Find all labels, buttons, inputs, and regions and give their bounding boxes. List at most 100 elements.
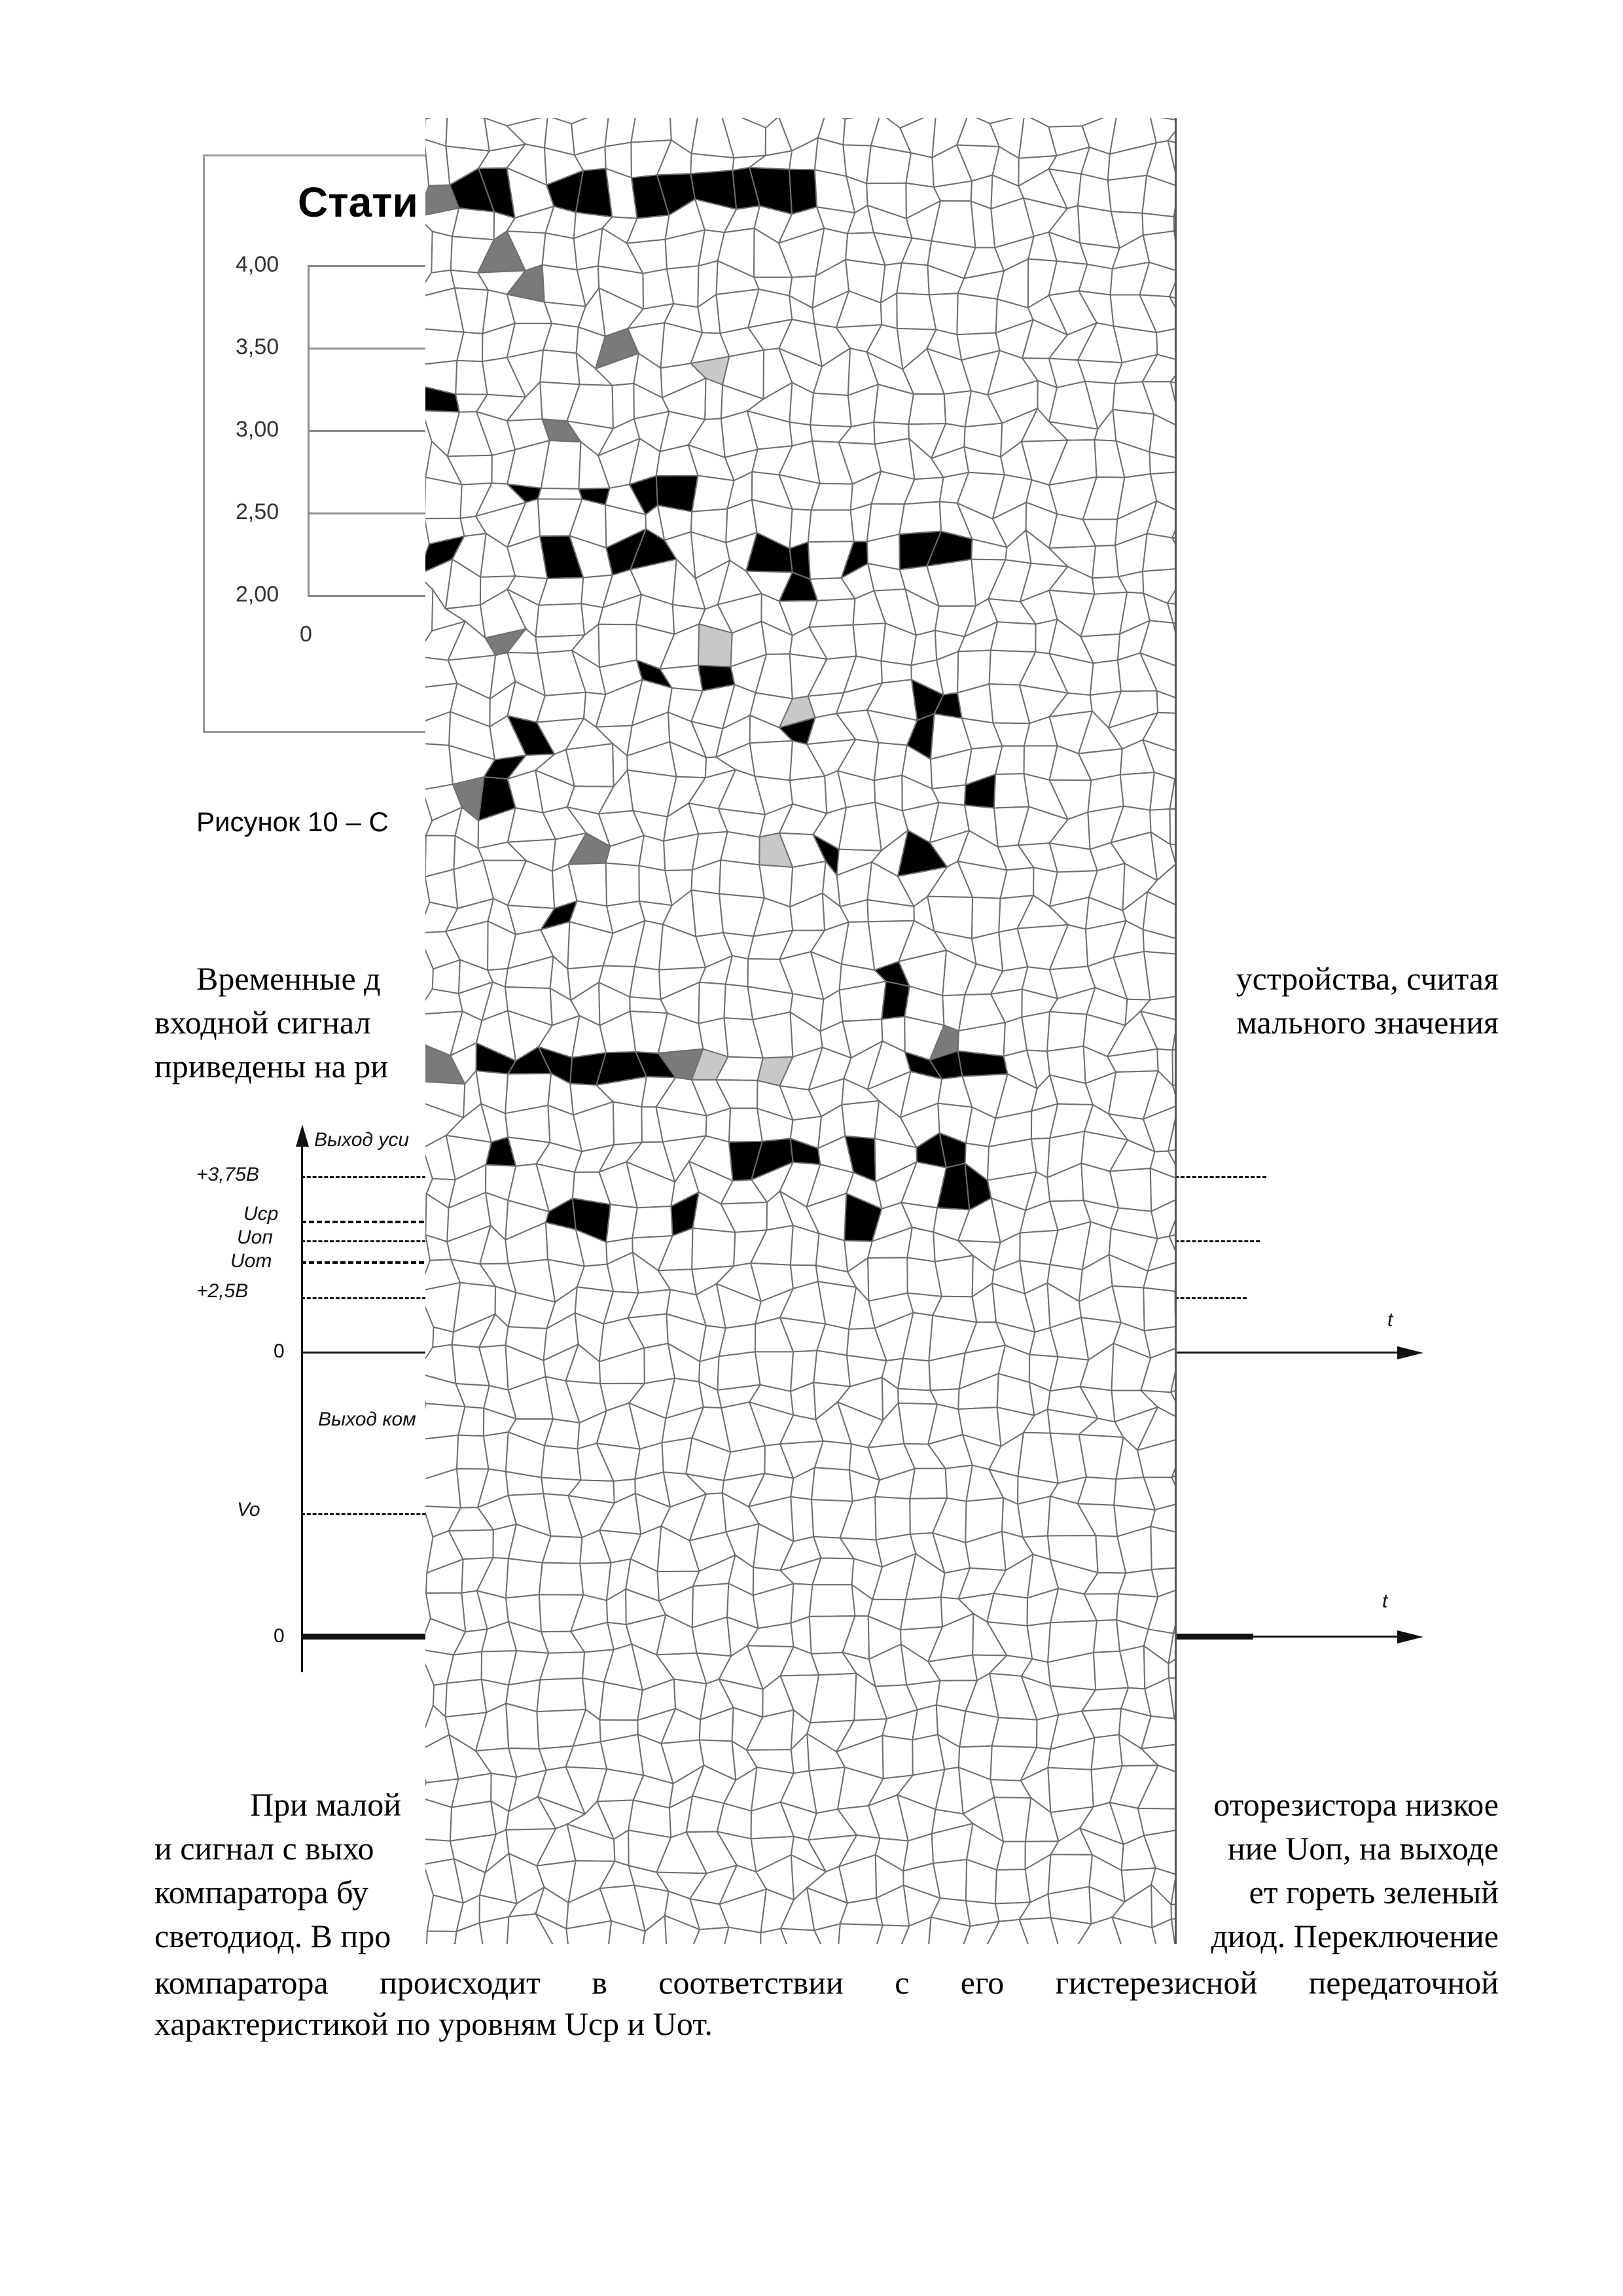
mosaic-cell <box>897 1357 931 1391</box>
mosaic-cell <box>605 862 640 907</box>
mosaic-cell <box>717 1351 761 1391</box>
mosaic-cell <box>986 1918 1029 1944</box>
mosaic-cell <box>1141 533 1175 573</box>
mosaic-cell <box>1150 1567 1175 1598</box>
mosaic-cell <box>928 1916 971 1944</box>
mosaic-cell <box>632 1205 673 1239</box>
comparator-low-signal <box>301 1634 432 1640</box>
mosaic-cell <box>1107 174 1148 214</box>
mosaic-cell <box>1169 778 1175 810</box>
paragraph-2-line-3-end: ет гореть зеленый <box>1249 1874 1499 1910</box>
gridline <box>308 265 425 267</box>
mosaic-cell <box>810 1467 853 1502</box>
paragraph-2-line-2-end: ние Uоп, на выходе <box>1227 1830 1499 1867</box>
mosaic-cell <box>1150 1503 1175 1533</box>
mosaic-cell <box>1141 738 1175 780</box>
mosaic-cell <box>425 476 463 520</box>
mosaic-cell <box>1091 545 1120 579</box>
paragraph-1-line-2-end: мального значения <box>1236 1004 1499 1041</box>
mosaic-cell <box>1149 1167 1175 1213</box>
mosaic-cell <box>1167 139 1175 172</box>
mosaic-cell <box>1140 1715 1175 1749</box>
paragraph-2-line-3: компаратора бу <box>154 1874 368 1910</box>
mosaic-cell <box>813 1923 841 1944</box>
level-label: +2,5В <box>196 1280 249 1302</box>
x-tick-label: 0 <box>300 622 312 647</box>
figure-10-caption: Рисунок 10 – С <box>196 806 389 837</box>
mosaic-cell <box>1171 1049 1175 1086</box>
mosaic-cell <box>1142 230 1175 271</box>
paragraph-2-line-5: компаратора происходит в соответствии с … <box>154 1961 1499 2005</box>
mosaic-cell <box>934 1255 974 1298</box>
vo-label: Vo <box>237 1499 260 1520</box>
paragraph-2-line-6: характеристикой по уровням Uср и Uот. <box>154 2005 713 2042</box>
y-tick-label: 3,50 <box>236 334 279 359</box>
mosaic-cell <box>788 168 818 215</box>
paragraph-2-line-4: светодиод. В про <box>154 1918 391 1954</box>
level-dashed-line <box>1175 1240 1260 1242</box>
mosaic-cell <box>1143 1477 1175 1511</box>
mosaic-cell <box>1172 1624 1175 1635</box>
y-tick-label: 2,00 <box>236 582 279 607</box>
mosaic-cell <box>1077 173 1112 213</box>
level-label: +3,75В <box>196 1164 259 1185</box>
level-label: Uоп <box>237 1227 273 1248</box>
mosaic-cell <box>1169 381 1175 403</box>
mosaic-cell <box>993 773 1030 809</box>
mosaic-cell <box>608 1920 646 1944</box>
mosaic-cell <box>431 230 454 274</box>
mosaic-cell <box>1092 1619 1121 1653</box>
paragraph-1-line-2: входной сигнал <box>154 1004 371 1041</box>
mosaic-cell <box>691 1227 736 1270</box>
mosaic-cell <box>425 988 463 1015</box>
mosaic-cell <box>1139 1744 1175 1772</box>
mosaic-cell <box>813 1350 851 1388</box>
mosaic-cell <box>1139 651 1175 698</box>
vo-dashed-line <box>301 1513 432 1515</box>
level-label: Uот <box>230 1250 272 1272</box>
mosaic-cell <box>790 1496 815 1543</box>
mosaic-cell <box>1168 1219 1175 1238</box>
mosaic-cell <box>1169 375 1175 384</box>
mosaic-cell <box>760 1928 787 1944</box>
mosaic-cell <box>692 1926 730 1944</box>
mosaic-cell <box>1139 996 1175 1020</box>
mosaic-cell <box>809 1672 857 1724</box>
mosaic-cell <box>1172 622 1175 632</box>
mosaic-cell <box>1111 1916 1157 1944</box>
mosaic-cell <box>1169 808 1175 846</box>
paragraph-2-line-5-text: компаратора происходит в соответствии с … <box>154 1964 1499 2001</box>
mosaic-cell <box>565 742 615 787</box>
mosaic-cell <box>1143 1262 1175 1292</box>
mosaic-cell <box>1168 295 1175 308</box>
mosaic-cell <box>1170 1467 1175 1479</box>
mosaic-cell <box>807 509 855 543</box>
level-dashdot-line <box>301 1261 432 1264</box>
mosaic-cell <box>1137 1807 1175 1837</box>
mosaic-cell <box>506 1913 554 1944</box>
gridline <box>308 595 425 597</box>
mosaic-cell <box>505 1558 543 1599</box>
mosaic-cell <box>1168 1659 1175 1679</box>
mosaic-cell <box>630 118 672 143</box>
mosaic-cell <box>539 349 580 386</box>
mosaic-cell <box>1142 928 1175 955</box>
mosaic-cell <box>810 392 853 428</box>
mosaic-cell <box>909 1467 948 1499</box>
mosaic-cell <box>899 501 942 535</box>
mosaic-cell <box>1168 1677 1175 1719</box>
mosaic-cell <box>728 1107 763 1143</box>
mosaic-cell <box>1141 381 1175 425</box>
y-tick-label: 3,00 <box>236 417 279 442</box>
mosaic-cell <box>1166 602 1175 624</box>
mosaic-cell <box>852 622 887 662</box>
mosaic-cell <box>445 118 490 152</box>
mosaic-cell <box>838 801 882 852</box>
mosaic-cell <box>1151 1918 1175 1944</box>
mosaic-cell <box>629 965 662 1000</box>
gridline <box>308 348 425 350</box>
mosaic-cell <box>454 1922 484 1944</box>
diagram-vertical-axis <box>301 1136 303 1672</box>
mosaic-cell <box>994 1868 1031 1905</box>
mosaic-cell <box>612 1101 643 1146</box>
